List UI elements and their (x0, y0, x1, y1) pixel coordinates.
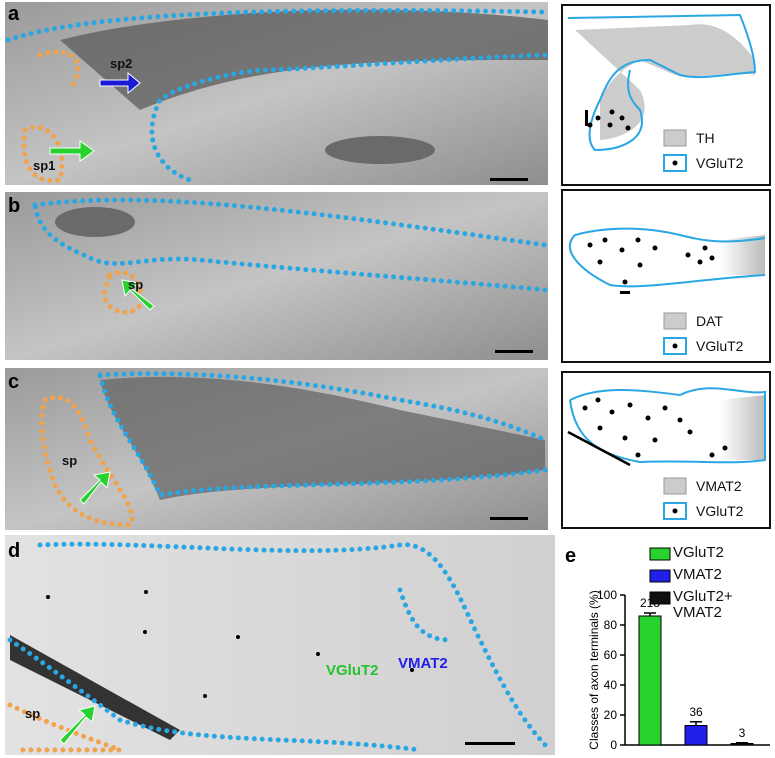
panel-letter: b (8, 195, 20, 217)
y-tick-label: 40 (604, 678, 618, 692)
y-axis-label: Classes of axon terminals (%) (587, 590, 601, 749)
legend-label: VMAT2 (696, 478, 742, 494)
figure-canvas: a sp2 sp1 TH VGluT2 b sp DAT VGluT2 c sp… (0, 0, 775, 758)
figure: a sp2 sp1 TH VGluT2 b sp DAT VGluT2 c sp… (0, 0, 775, 758)
panel-letter: a (8, 3, 20, 25)
legend-swatch (664, 478, 686, 494)
legend-swatch (664, 313, 686, 329)
legend-label: VGluT2 (673, 545, 773, 561)
scale-bar (495, 350, 533, 353)
y-tick-label: 0 (610, 738, 617, 752)
synapse-mark (585, 110, 588, 126)
count-label: 3 (739, 726, 746, 740)
organelle (325, 136, 435, 164)
legend-dot (673, 161, 678, 166)
image-label: sp (62, 453, 77, 468)
legend-swatch (650, 548, 670, 560)
legend-dot (673, 509, 678, 514)
panel-letter: e (565, 545, 576, 567)
image-label: VGluT2 (326, 662, 379, 679)
y-tick-label: 60 (604, 648, 618, 662)
scale-bar (490, 517, 528, 520)
image-label: sp (25, 706, 40, 721)
scale-bar (490, 178, 528, 181)
panel-letter: c (8, 371, 19, 393)
synapse-mark (620, 291, 630, 294)
image-label: sp (128, 277, 143, 292)
bar (731, 744, 753, 746)
panel-letter: d (8, 540, 20, 562)
organelle (55, 207, 135, 237)
legend-swatch (650, 570, 670, 582)
y-tick-label: 20 (604, 708, 618, 722)
legend-dot (673, 344, 678, 349)
bar (685, 726, 707, 746)
y-tick-label: 80 (604, 618, 618, 632)
legend-label: VMAT2 (673, 567, 773, 583)
schematic-fill (720, 395, 765, 460)
legend-label: VGluT2 (696, 338, 744, 354)
legend-label: DAT (696, 313, 723, 329)
count-label: 36 (689, 705, 703, 719)
image-label: sp1 (33, 158, 55, 173)
legend-label: VGluT2 (696, 503, 744, 519)
legend-swatch (650, 592, 670, 604)
em-image (5, 535, 555, 755)
image-label: sp2 (110, 56, 132, 71)
legend-label: VGluT2+ VMAT2 (673, 589, 773, 621)
legend-label: TH (696, 130, 715, 146)
legend-label: VGluT2 (696, 155, 744, 171)
scale-bar (465, 742, 515, 745)
legend-swatch (664, 130, 686, 146)
bar (639, 616, 661, 745)
image-label: VMAT2 (398, 655, 448, 672)
